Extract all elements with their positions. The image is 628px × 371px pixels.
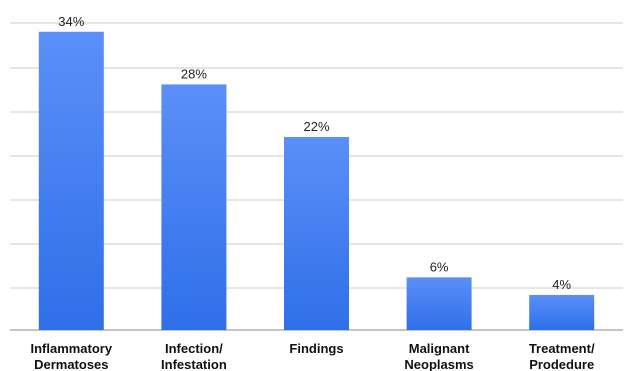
category-label-line: Inflammatory: [30, 341, 112, 356]
value-label-2: 22%: [303, 119, 329, 134]
bar-3: [406, 277, 472, 330]
category-label-line: Dermatoses: [34, 357, 108, 371]
category-label-1: Infection/Infestation: [161, 341, 227, 371]
category-label-line: Prodedure: [529, 357, 594, 371]
bar-0: [38, 31, 104, 331]
bar-1: [161, 84, 227, 331]
category-label-line: Treatment/: [529, 341, 595, 356]
category-label-0: Inflammatory Dermatoses: [30, 341, 112, 371]
category-label-line: Malignant: [409, 341, 470, 356]
category-label-line: Infection/: [165, 341, 223, 356]
category-label-4: Treatment/Prodedure: [529, 341, 595, 371]
category-label-line: Infestation: [161, 357, 227, 371]
category-label-3: Malignant Neoplasms: [404, 341, 473, 371]
value-label-4: 4%: [552, 277, 571, 292]
value-labels: 34% 28% 22% 6% 4%: [58, 14, 571, 292]
category-labels: Inflammatory Dermatoses Infection/Infestat…: [30, 341, 594, 371]
bars: [38, 31, 595, 331]
value-label-3: 6%: [430, 259, 449, 274]
category-label-line: Findings: [289, 341, 343, 356]
bar-2: [284, 137, 349, 330]
value-label-0: 34%: [58, 14, 84, 29]
bar-4: [529, 294, 595, 330]
category-label-2: Findings: [289, 341, 343, 356]
category-label-line: Neoplasms: [404, 357, 473, 371]
value-label-1: 28%: [181, 66, 207, 81]
